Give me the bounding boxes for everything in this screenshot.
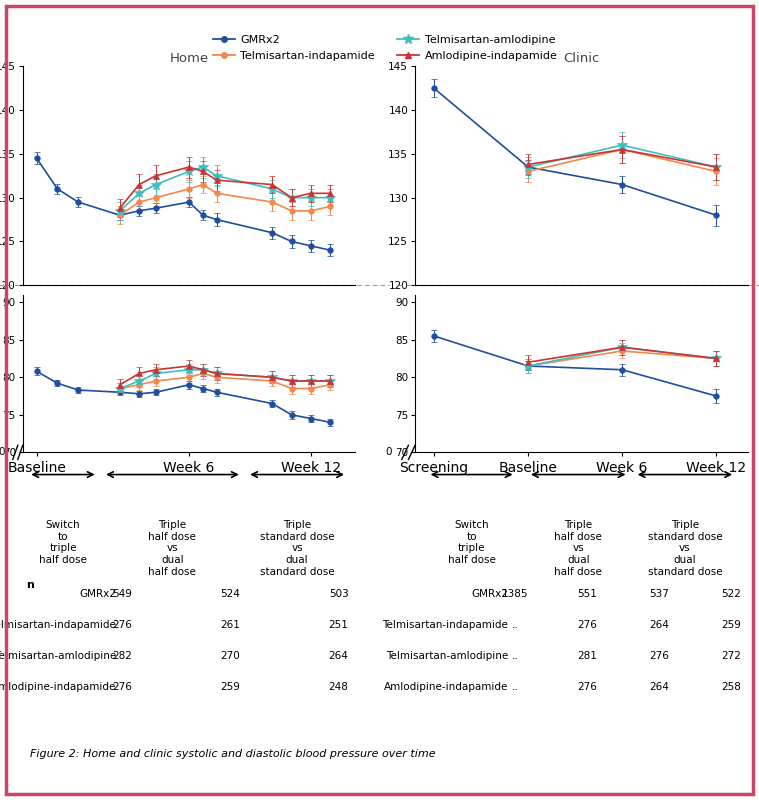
Text: 264: 264	[649, 682, 669, 692]
Text: ..: ..	[512, 651, 518, 661]
Text: Telmisartan-indapamide: Telmisartan-indapamide	[383, 620, 509, 630]
Text: Figure 2: Home and clinic systolic and diastolic blood pressure over time: Figure 2: Home and clinic systolic and d…	[30, 749, 436, 758]
Text: Telmisartan-amlodipine: Telmisartan-amlodipine	[0, 651, 116, 661]
Text: 276: 276	[649, 651, 669, 661]
Text: 0: 0	[0, 447, 5, 458]
Text: 259: 259	[721, 620, 741, 630]
Text: 522: 522	[721, 590, 741, 599]
Text: Triple
standard dose
vs
dual
standard dose: Triple standard dose vs dual standard do…	[647, 520, 723, 577]
Text: 261: 261	[221, 620, 241, 630]
Text: 264: 264	[649, 620, 669, 630]
Text: 259: 259	[221, 682, 241, 692]
Text: 524: 524	[221, 590, 241, 599]
Text: Telmisartan-indapamide: Telmisartan-indapamide	[0, 620, 116, 630]
Text: 276: 276	[577, 682, 597, 692]
Text: Triple
half dose
vs
dual
half dose: Triple half dose vs dual half dose	[554, 520, 602, 577]
Text: GMRx2: GMRx2	[471, 590, 509, 599]
Text: ..: ..	[512, 620, 518, 630]
Text: Triple
standard dose
vs
dual
standard dose: Triple standard dose vs dual standard do…	[260, 520, 335, 577]
Text: 276: 276	[112, 682, 133, 692]
Text: n: n	[26, 580, 34, 590]
Text: 282: 282	[112, 651, 133, 661]
Text: 264: 264	[329, 651, 348, 661]
Text: Triple
half dose
vs
dual
half dose: Triple half dose vs dual half dose	[149, 520, 197, 577]
Text: 0: 0	[386, 447, 392, 458]
Text: 276: 276	[112, 620, 133, 630]
Text: 1385: 1385	[502, 590, 528, 599]
Text: Telmisartan-amlodipine: Telmisartan-amlodipine	[386, 651, 509, 661]
Text: 251: 251	[329, 620, 348, 630]
Text: 270: 270	[221, 651, 241, 661]
Legend: GMRx2, Telmisartan-indapamide, Telmisartan-amlodipine, Amlodipine-indapamide: GMRx2, Telmisartan-indapamide, Telmisart…	[208, 30, 562, 65]
Text: 281: 281	[577, 651, 597, 661]
Text: GMRx2: GMRx2	[79, 590, 116, 599]
Text: 503: 503	[329, 590, 348, 599]
Text: 551: 551	[577, 590, 597, 599]
Text: 537: 537	[649, 590, 669, 599]
Text: Amlodipine-indapamide: Amlodipine-indapamide	[0, 682, 116, 692]
Title: Clinic: Clinic	[563, 52, 600, 65]
Text: 258: 258	[721, 682, 741, 692]
Text: 248: 248	[329, 682, 348, 692]
Text: 549: 549	[112, 590, 133, 599]
Text: 276: 276	[577, 620, 597, 630]
Text: Amlodipine-indapamide: Amlodipine-indapamide	[384, 682, 509, 692]
Text: 272: 272	[721, 651, 741, 661]
Text: Switch
to
triple
half dose: Switch to triple half dose	[39, 520, 87, 565]
Title: Home: Home	[169, 52, 209, 65]
Text: ..: ..	[512, 682, 518, 692]
Text: Switch
to
triple
half dose: Switch to triple half dose	[448, 520, 496, 565]
